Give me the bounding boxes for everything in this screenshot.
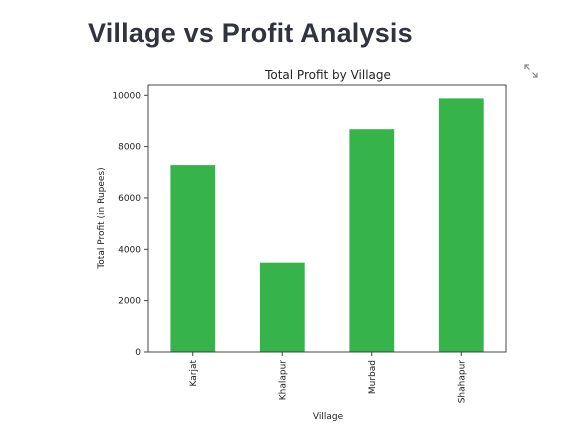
page-title: Village vs Profit Analysis <box>88 18 413 48</box>
x-tick-label-shahapur: Shahapur <box>457 360 467 404</box>
x-axis-label: Village <box>313 412 344 422</box>
bar-murbad <box>349 129 395 352</box>
y-tick-label: 4000 <box>118 245 141 255</box>
y-axis: 0 2000 4000 6000 8000 10000 <box>112 91 148 358</box>
y-tick-label: 8000 <box>118 143 141 153</box>
bar-khalapur <box>259 262 305 352</box>
y-tick-label: 0 <box>135 348 141 358</box>
x-tick-label-karjat: Karjat <box>189 360 199 387</box>
y-tick-label: 2000 <box>118 297 141 307</box>
y-tick-label: 6000 <box>118 194 141 204</box>
x-axis: Karjat Khalapur Murbad Shahapur <box>189 352 467 404</box>
fullscreen-expand-icon[interactable] <box>524 64 538 78</box>
bar-shahapur <box>438 98 484 353</box>
y-tick-label: 10000 <box>112 91 141 101</box>
bar-karjat <box>170 165 216 352</box>
bars-group <box>170 98 484 353</box>
x-tick-label-murbad: Murbad <box>368 360 378 394</box>
x-tick-label-khalapur: Khalapur <box>278 360 288 401</box>
plot-frame <box>147 84 507 353</box>
y-axis-label: Total Profit (in Rupees) <box>97 167 107 269</box>
chart-title: Total Profit by Village <box>264 68 391 82</box>
